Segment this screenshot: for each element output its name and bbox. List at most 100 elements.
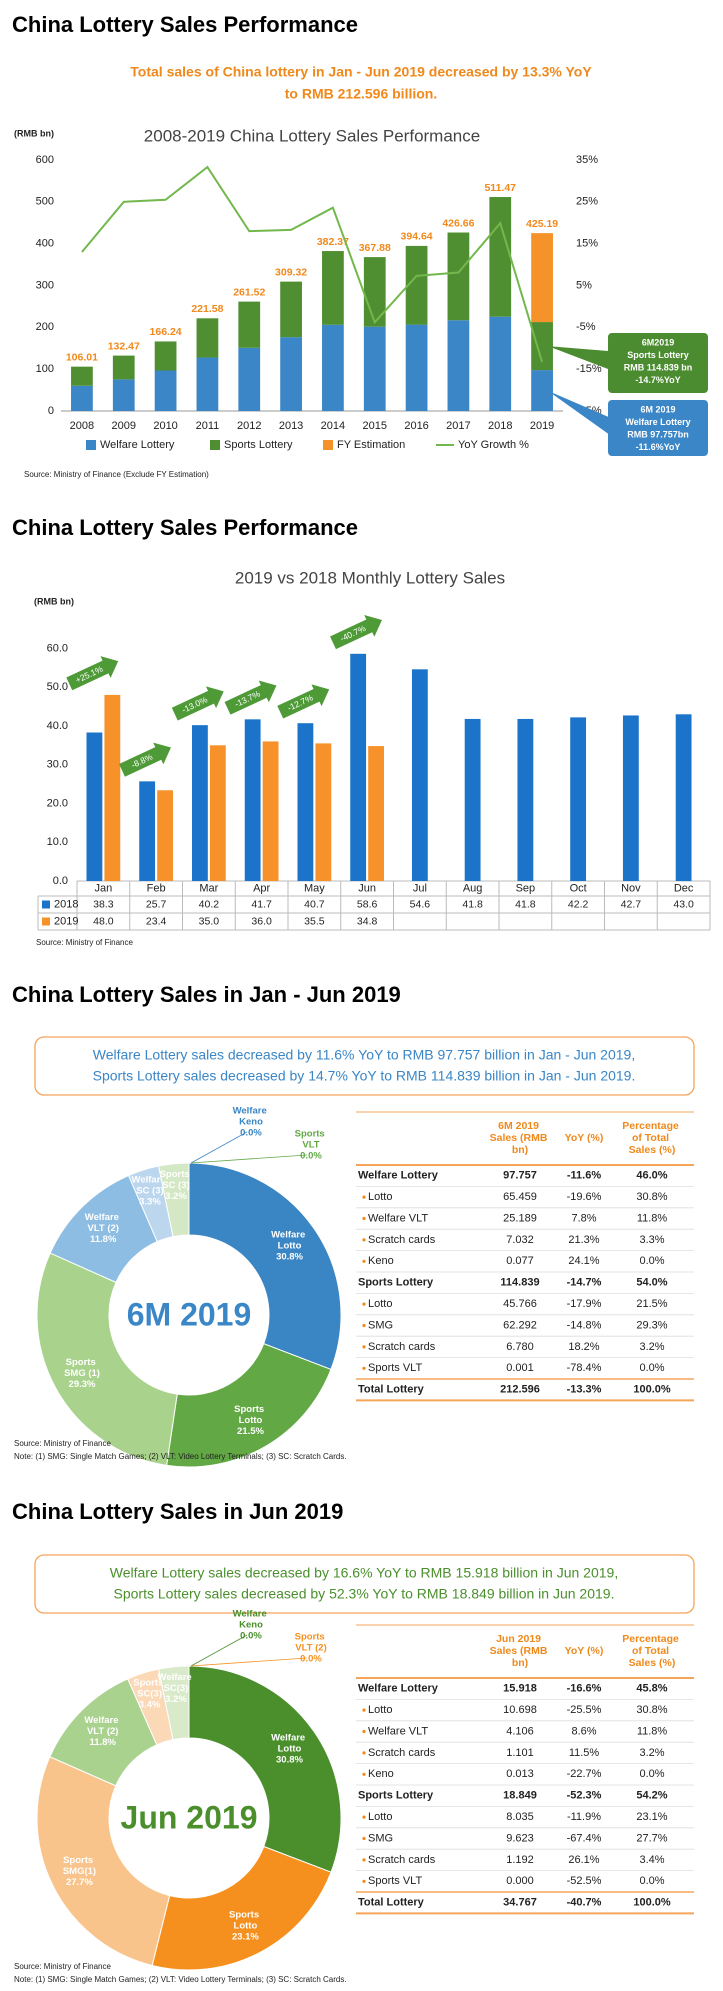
table-cell: 0.001 bbox=[506, 1362, 534, 1374]
segment-value: 3.2% bbox=[165, 1694, 187, 1705]
table-cell: 26.1% bbox=[568, 1854, 599, 1866]
x-tick-label: Dec bbox=[674, 882, 694, 894]
bullet bbox=[362, 1216, 366, 1221]
table-value: 41.8 bbox=[462, 898, 483, 910]
growth-arrow: +25.1% bbox=[66, 656, 119, 691]
y2-tick-label: 25% bbox=[576, 196, 598, 208]
chart-title: 2008-2019 China Lottery Sales Performanc… bbox=[144, 126, 480, 145]
bar bbox=[350, 653, 367, 881]
x-tick-label: Mar bbox=[199, 882, 218, 894]
table-cell: 24.1% bbox=[568, 1255, 599, 1267]
segment-label: Sports Lotto bbox=[234, 1403, 267, 1425]
bullet bbox=[362, 1708, 366, 1712]
bar bbox=[322, 324, 344, 411]
highlight-text: Welfare Lottery sales decreased by 11.6%… bbox=[93, 1047, 635, 1063]
callout-box bbox=[608, 333, 708, 393]
bar bbox=[71, 385, 93, 411]
bar bbox=[517, 718, 534, 881]
note: Note: (1) SMG: Single Match Games; (2) V… bbox=[14, 1975, 347, 1984]
bar bbox=[531, 322, 553, 371]
source: Source: Ministry of Finance (Exclude FY … bbox=[24, 470, 209, 479]
table-cell: 11.5% bbox=[569, 1747, 600, 1759]
table-cell: -22.7% bbox=[567, 1768, 602, 1780]
segment-label: Sports SC (3) bbox=[160, 1169, 193, 1191]
table-cell: 6.780 bbox=[506, 1341, 534, 1353]
row-label: Sports Lottery bbox=[358, 1790, 434, 1802]
y2-tick-label: -15% bbox=[576, 363, 602, 375]
x-tick-label: 2012 bbox=[237, 420, 261, 432]
table-cell: 23.1% bbox=[636, 1811, 667, 1823]
total-label: 166.24 bbox=[150, 326, 182, 338]
bar bbox=[244, 719, 261, 881]
total-label: 367.88 bbox=[359, 242, 391, 254]
row-label: SMG bbox=[368, 1319, 393, 1331]
segment-value: 11.8% bbox=[90, 1737, 117, 1748]
table-cell: 114.839 bbox=[500, 1277, 539, 1289]
bar bbox=[297, 723, 314, 881]
source: Source: Ministry of Finance bbox=[14, 1962, 111, 1971]
segment-value: 21.5% bbox=[237, 1426, 264, 1437]
table-cell: 18.849 bbox=[503, 1790, 537, 1802]
table-value: 23.4 bbox=[146, 915, 167, 927]
table-cell: 62.292 bbox=[503, 1319, 537, 1331]
row-label: Scratch cards bbox=[368, 1341, 436, 1353]
bar bbox=[531, 233, 553, 323]
table-cell: 100.0% bbox=[633, 1897, 671, 1909]
donut-segment bbox=[151, 1845, 332, 1971]
bar bbox=[447, 320, 470, 411]
table-value: 40.2 bbox=[199, 898, 220, 910]
leader-line bbox=[190, 1634, 248, 1667]
segment-value: 0.0% bbox=[300, 1654, 322, 1665]
segment-value: 27.7% bbox=[66, 1877, 93, 1888]
x-tick-label: May bbox=[304, 882, 325, 894]
y-tick-label: 40.0 bbox=[47, 720, 68, 732]
x-tick-label: Feb bbox=[147, 882, 166, 894]
bar bbox=[209, 745, 226, 881]
table-cell: 21.5% bbox=[636, 1298, 667, 1310]
bullet bbox=[362, 1729, 366, 1734]
segment-value: 0.0% bbox=[300, 1151, 322, 1162]
segment-value: 23.1% bbox=[232, 1932, 259, 1943]
callout-text: -11.6%YoY bbox=[636, 442, 681, 452]
row-label: Total Lottery bbox=[358, 1384, 425, 1396]
segment-label: Welfare VLT (2) bbox=[85, 1211, 122, 1233]
y-tick-label: 20.0 bbox=[47, 797, 68, 809]
bullet bbox=[362, 1345, 366, 1349]
leader-line bbox=[190, 1657, 308, 1667]
table-header: YoY (%) bbox=[565, 1645, 604, 1657]
bar bbox=[570, 717, 587, 881]
table-cell: 65.459 bbox=[503, 1191, 537, 1203]
table-cell: -11.6% bbox=[567, 1170, 601, 1182]
total-label: 511.47 bbox=[484, 182, 516, 194]
bar bbox=[112, 379, 135, 411]
highlight-text: Sports Lottery sales decreased by 14.7% … bbox=[93, 1068, 636, 1084]
growth-arrow: -13.7% bbox=[224, 680, 277, 715]
total-label: 132.47 bbox=[108, 340, 140, 352]
table-cell: 0.000 bbox=[506, 1875, 534, 1887]
x-tick-label: 2014 bbox=[321, 420, 345, 432]
table-cell: -14.7% bbox=[567, 1277, 602, 1289]
y-tick-label: 100 bbox=[36, 363, 54, 375]
bar bbox=[238, 347, 261, 411]
segment-value: 0.0% bbox=[240, 1631, 262, 1642]
donut-segment bbox=[166, 1343, 332, 1468]
bullet bbox=[362, 1772, 366, 1776]
table-value: 58.6 bbox=[357, 898, 378, 910]
table-cell: 11.8% bbox=[637, 1725, 668, 1737]
total-label: 106.01 bbox=[66, 351, 98, 363]
center-label: Jun 2019 bbox=[121, 1799, 258, 1835]
table-cell: 1.192 bbox=[506, 1854, 534, 1866]
donut-segment bbox=[36, 1756, 171, 1967]
donut-segment bbox=[188, 1665, 342, 1873]
table-cell: 30.8% bbox=[636, 1191, 667, 1203]
table-cell: 7.8% bbox=[571, 1212, 596, 1224]
table-cell: 21.3% bbox=[568, 1234, 599, 1246]
bullet bbox=[362, 1751, 366, 1755]
x-tick-label: 2016 bbox=[404, 420, 428, 432]
growth-arrow: -40.7% bbox=[330, 615, 382, 650]
y-tick-label: 50.0 bbox=[47, 681, 68, 693]
bar bbox=[531, 370, 553, 411]
row-label: Welfare Lottery bbox=[358, 1683, 439, 1695]
table-cell: 100.0% bbox=[633, 1384, 671, 1396]
